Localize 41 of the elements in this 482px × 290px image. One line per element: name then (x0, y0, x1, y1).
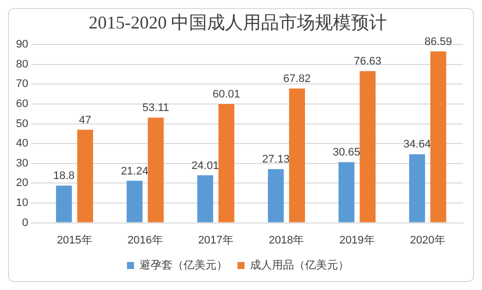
data-label: 24.01 (191, 160, 219, 172)
data-label: 60.01 (212, 88, 240, 101)
bar (409, 154, 426, 222)
x-tick-label: 2016年 (127, 234, 163, 246)
y-tick-label: 90 (16, 38, 28, 51)
bar (148, 118, 164, 222)
bar (268, 169, 284, 222)
data-label: 67.82 (283, 73, 311, 86)
bar (218, 104, 234, 222)
y-tick-label: 60 (16, 98, 28, 110)
bar (56, 186, 72, 222)
bar (126, 180, 143, 222)
data-label: 34.64 (403, 138, 431, 151)
y-tick-label: 0 (22, 216, 28, 229)
chart-title: 2015-2020 中国成人用品市场规模预计 (88, 12, 388, 33)
bar (338, 162, 354, 222)
legend-label: 成人用品（亿美元） (250, 258, 349, 272)
legend-label: 避孕套（亿美元） (140, 258, 228, 272)
bar (289, 88, 305, 222)
data-label: 21.24 (120, 165, 148, 178)
x-tick-label: 2018年 (268, 234, 304, 246)
data-label: 47 (79, 114, 92, 126)
y-tick-label: 50 (16, 118, 28, 130)
data-label: 86.59 (424, 36, 452, 48)
x-tick-label: 2015年 (56, 234, 92, 246)
y-tick-label: 80 (16, 58, 28, 70)
bar (77, 130, 94, 222)
y-tick-label: 30 (16, 157, 28, 170)
x-tick-label: 2017年 (198, 234, 234, 246)
data-label: 18.8 (53, 170, 75, 182)
x-tick-label: 2019年 (339, 234, 375, 246)
y-tick-label: 10 (16, 197, 28, 210)
y-tick-label: 40 (16, 138, 28, 150)
bar (430, 51, 446, 222)
y-tick-label: 20 (16, 177, 28, 190)
bar (360, 71, 376, 222)
data-label: 53.11 (142, 102, 170, 114)
x-tick-label: 2020年 (410, 234, 446, 246)
bar (197, 175, 214, 222)
data-label: 76.63 (354, 56, 382, 68)
y-tick-label: 70 (16, 78, 28, 90)
